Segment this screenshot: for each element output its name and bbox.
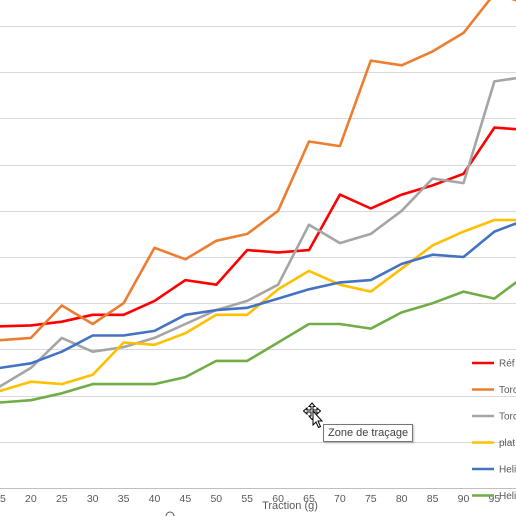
legend-label: Heli <box>499 491 516 502</box>
x-tick-label: 30 <box>87 493 99 505</box>
x-tick-label: 60 <box>272 493 284 505</box>
x-tick-label: 15 <box>0 493 6 505</box>
x-tick-label: 75 <box>365 493 377 505</box>
legend-label: Réf <box>499 359 515 370</box>
x-tick-label: 45 <box>180 493 192 505</box>
series-line-5[interactable] <box>0 220 516 370</box>
legend-label: Torc <box>499 412 516 423</box>
series-line-2[interactable] <box>0 0 516 342</box>
plot-area-tooltip: Zone de traçage <box>323 424 414 442</box>
move-cursor-icon <box>303 402 325 428</box>
x-tick-label: 20 <box>25 493 37 505</box>
x-tick-label: 35 <box>118 493 130 505</box>
legend[interactable]: Réf Torc Torc plat Heli Heli <box>472 359 516 503</box>
legend-item-3[interactable]: Torc <box>472 412 516 423</box>
x-tick-label: 80 <box>396 493 408 505</box>
series-line-1[interactable] <box>0 126 516 328</box>
x-tick-label: 40 <box>149 493 161 505</box>
x-tick-label: 85 <box>427 493 439 505</box>
legend-item-4[interactable]: plat <box>472 438 515 449</box>
x-tick-label: 65 <box>303 493 315 505</box>
x-tick-label: 70 <box>334 493 346 505</box>
legend-label: Torc <box>499 385 516 396</box>
x-tick-label: 55 <box>241 493 253 505</box>
series-line-6[interactable] <box>0 276 516 404</box>
series-line-3[interactable] <box>0 76 516 388</box>
x-tick-label: 90 <box>458 493 470 505</box>
legend-item-6[interactable]: Heli <box>472 491 516 502</box>
chart-resize-handle[interactable] <box>165 511 175 516</box>
x-tick-label: 50 <box>210 493 222 505</box>
x-tick-label: 95 <box>489 493 501 505</box>
legend-item-2[interactable]: Torc <box>472 385 516 396</box>
legend-label: Heli <box>499 465 516 476</box>
legend-item-5[interactable]: Heli <box>472 465 516 476</box>
legend-item-1[interactable]: Réf <box>472 359 515 370</box>
x-axis-title: Traction (g) <box>262 500 318 512</box>
x-tick-label: 25 <box>56 493 68 505</box>
legend-label: plat <box>499 438 515 449</box>
